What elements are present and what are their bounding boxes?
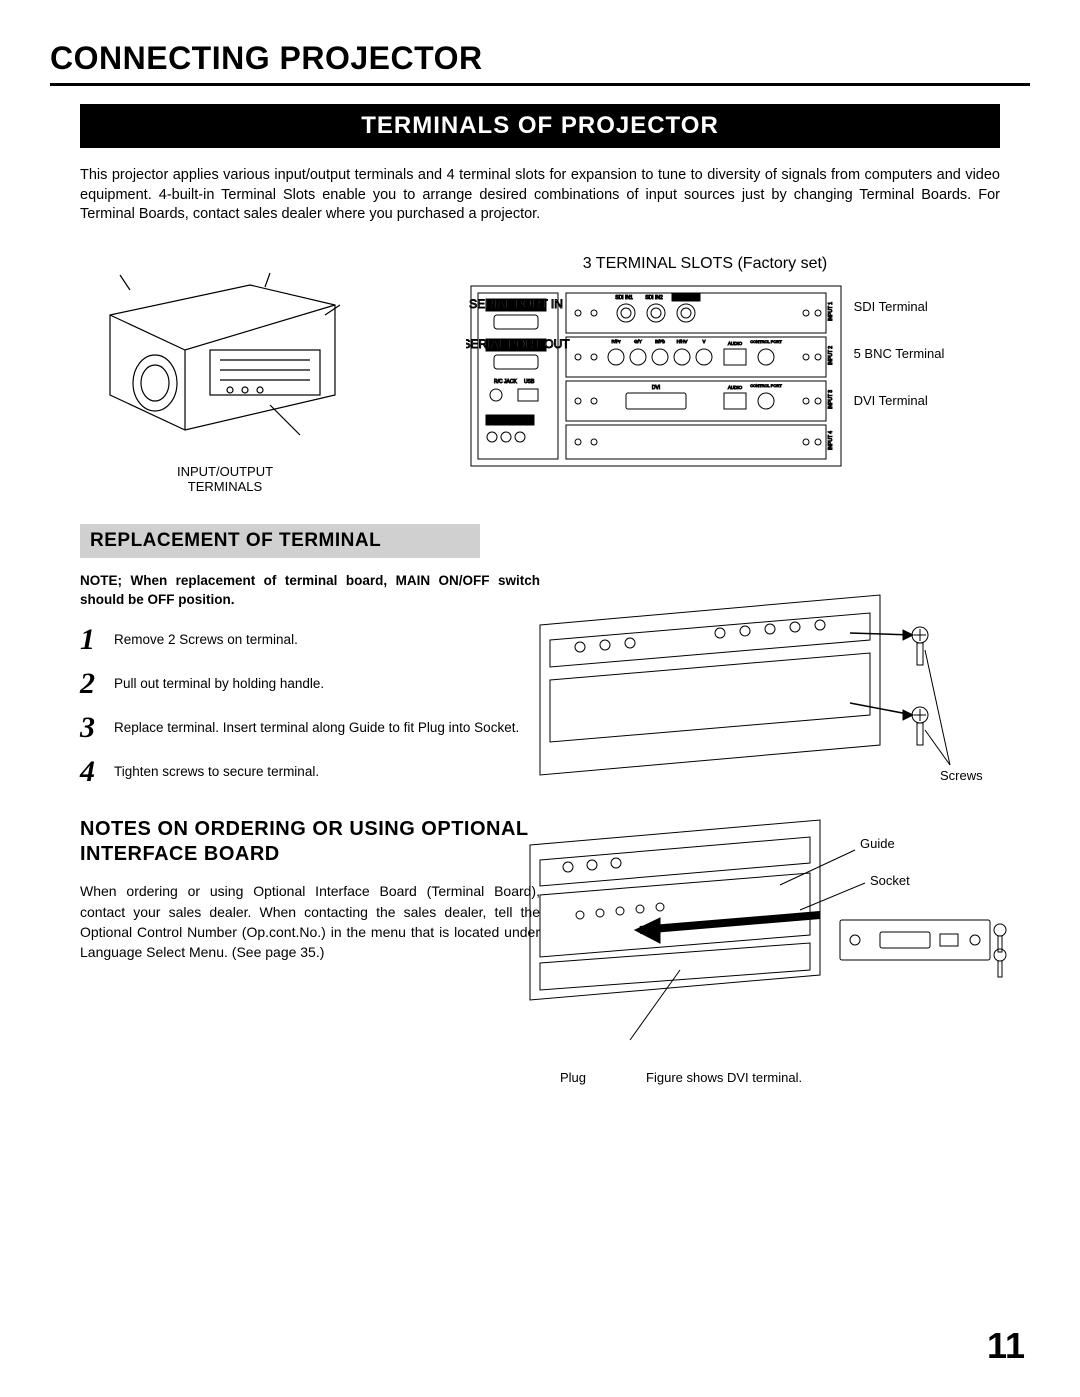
svg-text:Socket: Socket bbox=[870, 873, 910, 888]
slot-label-bnc: 5 BNC Terminal bbox=[854, 346, 945, 361]
right-figures: Screws bbox=[520, 580, 1040, 1085]
svg-text:INPUT 2: INPUT 2 bbox=[828, 345, 834, 364]
svg-text:SERIAL PORT OUT: SERIAL PORT OUT bbox=[466, 337, 570, 351]
replacement-body: NOTE; When replacement of terminal board… bbox=[80, 572, 540, 788]
svg-text:B/Pb: B/Pb bbox=[655, 339, 665, 344]
io-terminals-label: INPUT/OUTPUT TERMINALS bbox=[70, 464, 380, 494]
projector-illustration bbox=[70, 255, 380, 455]
notes-body: When ordering or using Optional Interfac… bbox=[80, 881, 540, 962]
svg-text:SERIAL PORT IN: SERIAL PORT IN bbox=[469, 297, 563, 311]
screws-figure: Screws bbox=[520, 580, 1020, 800]
page-title: CONNECTING PROJECTOR bbox=[50, 40, 1030, 86]
replacement-heading: REPLACEMENT OF TERMINAL bbox=[80, 524, 480, 558]
section-banner: TERMINALS OF PROJECTOR bbox=[80, 104, 1000, 148]
step-num-3: 3 bbox=[80, 713, 114, 743]
steps-list: 1 Remove 2 Screws on terminal. 2 Pull ou… bbox=[80, 625, 540, 787]
notes-heading: NOTES ON ORDERING OR USING OPTIONAL INTE… bbox=[80, 817, 540, 867]
svg-text:CONTROL PORT: CONTROL PORT bbox=[750, 339, 782, 344]
replacement-note: NOTE; When replacement of terminal board… bbox=[80, 572, 540, 610]
step-num-1: 1 bbox=[80, 625, 114, 655]
svg-text:SDI IN1: SDI IN1 bbox=[615, 295, 633, 301]
figure-caption: Figure shows DVI terminal. bbox=[646, 1070, 802, 1085]
step-4: 4 Tighten screws to secure terminal. bbox=[80, 757, 540, 787]
slot-label-dvi: DVI Terminal bbox=[854, 393, 945, 408]
step-text-3: Replace terminal. Insert terminal along … bbox=[114, 713, 540, 738]
step-text-2: Pull out terminal by holding handle. bbox=[114, 669, 540, 694]
svg-text:DVI: DVI bbox=[651, 385, 659, 391]
terminal-slots-figure: 3 TERMINAL SLOTS (Factory set) SERIAL PO… bbox=[400, 255, 1010, 494]
io-label-l2: TERMINALS bbox=[188, 479, 262, 494]
svg-text:SDI IN2: SDI IN2 bbox=[645, 295, 663, 301]
svg-text:R/C JACK: R/C JACK bbox=[494, 379, 517, 385]
slot-label-sdi: SDI Terminal bbox=[854, 299, 945, 314]
slots-diagram: SERIAL PORT IN SERIAL PORT OUT R/C JACK … bbox=[466, 281, 846, 471]
page-number: 11 bbox=[987, 1325, 1025, 1367]
svg-text:SDI OUT: SDI OUT bbox=[675, 295, 695, 301]
figure-captions: Plug Figure shows DVI terminal. bbox=[560, 1070, 1040, 1085]
step-2: 2 Pull out terminal by holding handle. bbox=[80, 669, 540, 699]
svg-text:USB: USB bbox=[524, 379, 535, 385]
insert-figure: Guide Socket bbox=[520, 810, 1020, 1060]
svg-text:V: V bbox=[702, 339, 705, 344]
step-num-4: 4 bbox=[80, 757, 114, 787]
svg-text:CONTROL PORT: CONTROL PORT bbox=[750, 383, 782, 388]
svg-text:AUDIO: AUDIO bbox=[727, 385, 742, 390]
io-label-l1: INPUT/OUTPUT bbox=[177, 464, 273, 479]
svg-text:AUDIO: AUDIO bbox=[727, 341, 742, 346]
step-1: 1 Remove 2 Screws on terminal. bbox=[80, 625, 540, 655]
step-num-2: 2 bbox=[80, 669, 114, 699]
projector-figure: INPUT/OUTPUT TERMINALS bbox=[70, 255, 380, 494]
step-text-1: Remove 2 Screws on terminal. bbox=[114, 625, 540, 650]
svg-text:G/Y: G/Y bbox=[634, 339, 642, 344]
slots-title: 3 TERMINAL SLOTS (Factory set) bbox=[400, 255, 1010, 273]
plug-label: Plug bbox=[560, 1070, 586, 1085]
svg-text:R/Pr: R/Pr bbox=[611, 339, 621, 344]
svg-text:INPUT 3: INPUT 3 bbox=[828, 389, 834, 408]
step-3: 3 Replace terminal. Insert terminal alon… bbox=[80, 713, 540, 743]
svg-text:Guide: Guide bbox=[860, 836, 895, 851]
slot-labels-column: SDI Terminal 5 BNC Terminal DVI Terminal bbox=[846, 281, 945, 408]
svg-text:Screws: Screws bbox=[940, 768, 983, 783]
svg-text:H/HV: H/HV bbox=[676, 339, 687, 344]
intro-paragraph: This projector applies various input/out… bbox=[80, 166, 1000, 225]
svg-text:INPUT 1: INPUT 1 bbox=[828, 301, 834, 320]
svg-text:INPUT 4: INPUT 4 bbox=[828, 430, 834, 449]
step-text-4: Tighten screws to secure terminal. bbox=[114, 757, 540, 782]
svg-text:AUDIO OUT: AUDIO OUT bbox=[496, 418, 524, 424]
top-figures-row: INPUT/OUTPUT TERMINALS 3 TERMINAL SLOTS … bbox=[70, 255, 1010, 494]
